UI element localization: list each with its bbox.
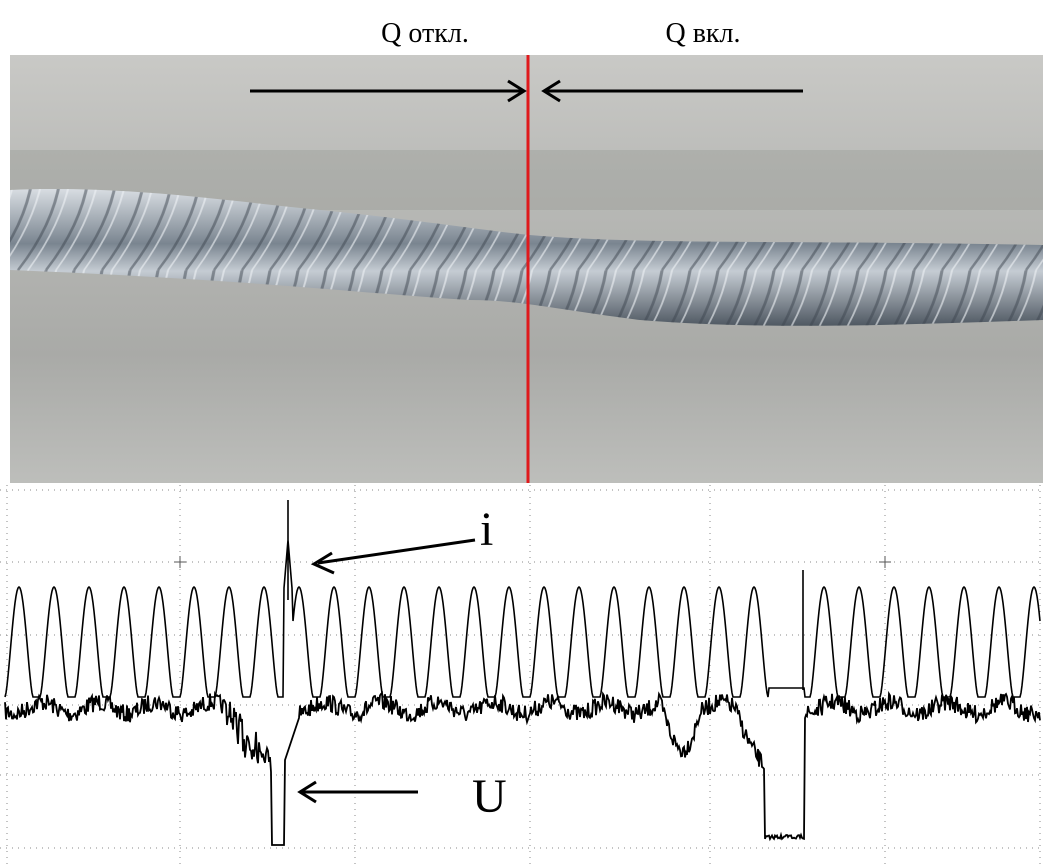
right-label: Q вкл. <box>665 18 740 49</box>
weld-photo <box>10 55 1043 483</box>
voltage-arrow-head <box>297 780 317 804</box>
current-trace <box>4 500 1041 698</box>
oscillogram <box>0 485 1043 868</box>
left-label: Q откл. <box>381 18 469 49</box>
voltage-label: U <box>472 770 507 823</box>
current-arrow-head <box>310 551 335 575</box>
voltage-trace <box>4 690 1041 846</box>
current-arrow <box>317 538 476 565</box>
current-label: i <box>480 503 493 556</box>
